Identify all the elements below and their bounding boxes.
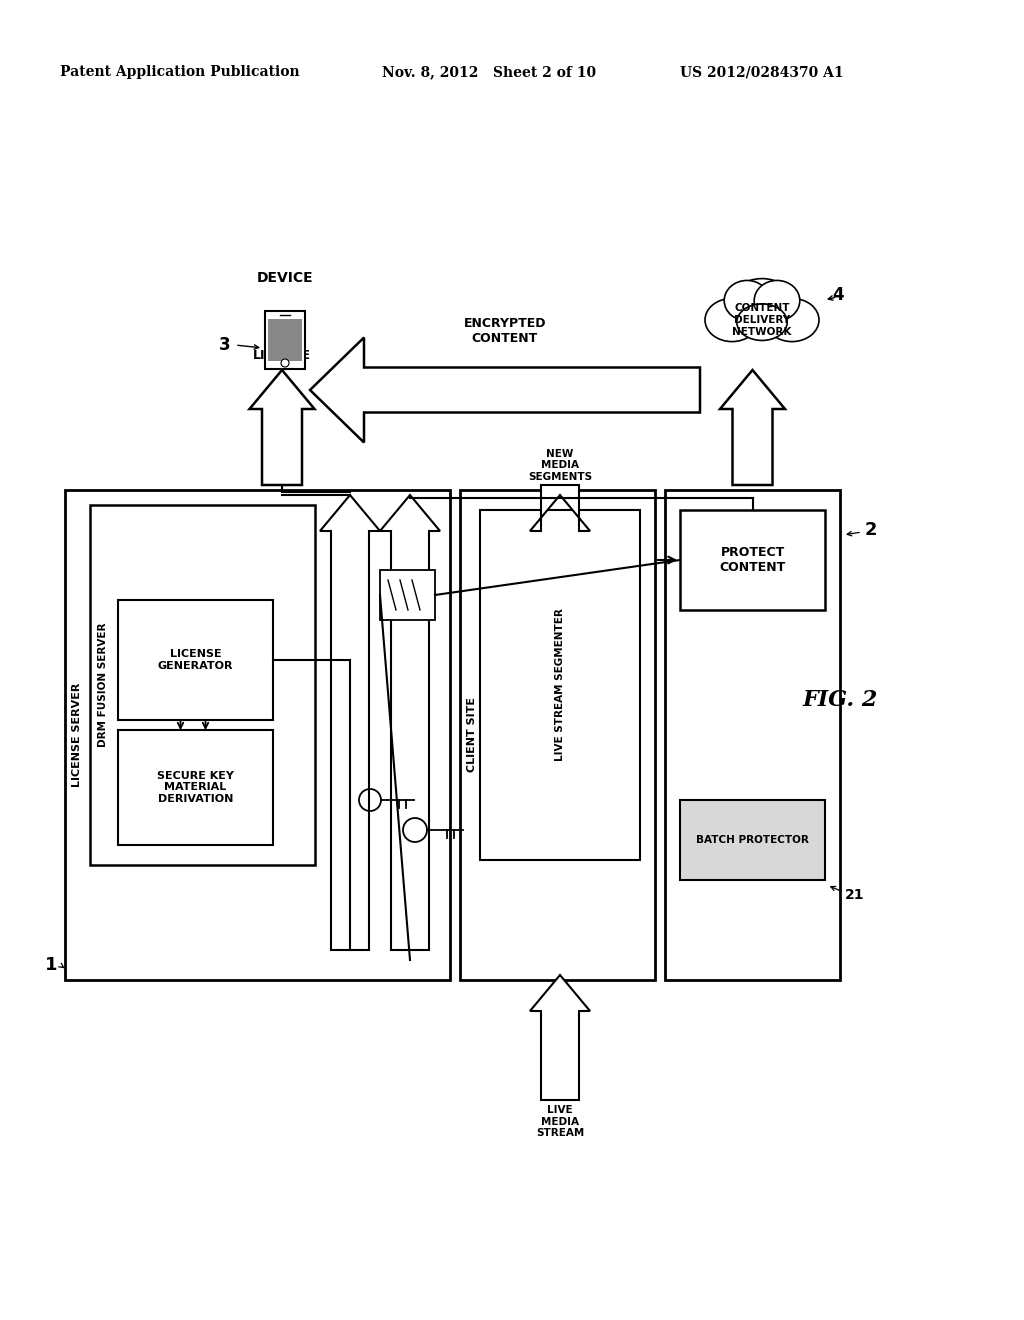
Ellipse shape bbox=[724, 280, 770, 321]
Bar bbox=[118, 730, 273, 845]
Text: SECURE KEY
MATERIAL
DERIVATION: SECURE KEY MATERIAL DERIVATION bbox=[157, 771, 233, 804]
Bar bbox=[665, 490, 840, 979]
Polygon shape bbox=[250, 370, 314, 484]
Text: US 2012/0284370 A1: US 2012/0284370 A1 bbox=[680, 65, 844, 79]
Bar bbox=[680, 510, 825, 610]
Ellipse shape bbox=[755, 280, 800, 321]
Text: CLIENT SITE: CLIENT SITE bbox=[467, 697, 477, 772]
Polygon shape bbox=[720, 370, 785, 484]
Ellipse shape bbox=[737, 304, 787, 341]
Ellipse shape bbox=[765, 298, 819, 342]
Bar bbox=[680, 800, 825, 880]
Text: 21: 21 bbox=[845, 888, 864, 902]
Bar bbox=[265, 312, 305, 370]
Text: Nov. 8, 2012   Sheet 2 of 10: Nov. 8, 2012 Sheet 2 of 10 bbox=[382, 65, 596, 79]
Text: OUT OF BAND KEY DELIVERY: OUT OF BAND KEY DELIVERY bbox=[400, 612, 410, 768]
Text: FIG. 2: FIG. 2 bbox=[803, 689, 878, 711]
Bar bbox=[90, 506, 315, 865]
Polygon shape bbox=[530, 975, 590, 1100]
Text: LIVE STREAM SEGMENTER: LIVE STREAM SEGMENTER bbox=[555, 609, 565, 762]
Text: 2: 2 bbox=[865, 521, 878, 539]
Polygon shape bbox=[380, 495, 440, 950]
Ellipse shape bbox=[705, 298, 759, 342]
Text: 4: 4 bbox=[831, 286, 844, 304]
Polygon shape bbox=[530, 484, 590, 531]
Text: LICENSE DELIVERY: LICENSE DELIVERY bbox=[345, 632, 355, 747]
Text: 1: 1 bbox=[44, 956, 57, 974]
Text: LICENSE
GENERATOR: LICENSE GENERATOR bbox=[158, 649, 233, 671]
Text: BATCH PROTECTOR: BATCH PROTECTOR bbox=[696, 836, 809, 845]
Bar bbox=[268, 319, 302, 360]
Text: LIVE
MEDIA
STREAM: LIVE MEDIA STREAM bbox=[536, 1105, 584, 1138]
Circle shape bbox=[281, 359, 289, 367]
Text: LICENSE: LICENSE bbox=[253, 348, 311, 362]
Text: DRM FUSION SERVER: DRM FUSION SERVER bbox=[98, 623, 108, 747]
Text: LICENSE SERVER: LICENSE SERVER bbox=[72, 682, 82, 787]
Bar bbox=[380, 570, 435, 620]
Bar bbox=[480, 510, 640, 861]
Polygon shape bbox=[310, 338, 700, 442]
Text: 3: 3 bbox=[218, 337, 230, 354]
Text: PROTECT
CONTENT: PROTECT CONTENT bbox=[720, 546, 785, 574]
Bar bbox=[65, 490, 450, 979]
Text: CONTENT
DELIVERY
NETWORK: CONTENT DELIVERY NETWORK bbox=[732, 304, 792, 337]
Bar bbox=[118, 601, 273, 719]
Text: NEW
MEDIA
SEGMENTS: NEW MEDIA SEGMENTS bbox=[528, 449, 592, 482]
Text: DEVICE: DEVICE bbox=[257, 271, 313, 285]
Text: ENCRYPTED
CONTENT: ENCRYPTED CONTENT bbox=[464, 317, 546, 345]
Polygon shape bbox=[319, 495, 380, 950]
Bar bbox=[460, 490, 655, 979]
Text: Patent Application Publication: Patent Application Publication bbox=[60, 65, 300, 79]
Ellipse shape bbox=[729, 279, 795, 331]
